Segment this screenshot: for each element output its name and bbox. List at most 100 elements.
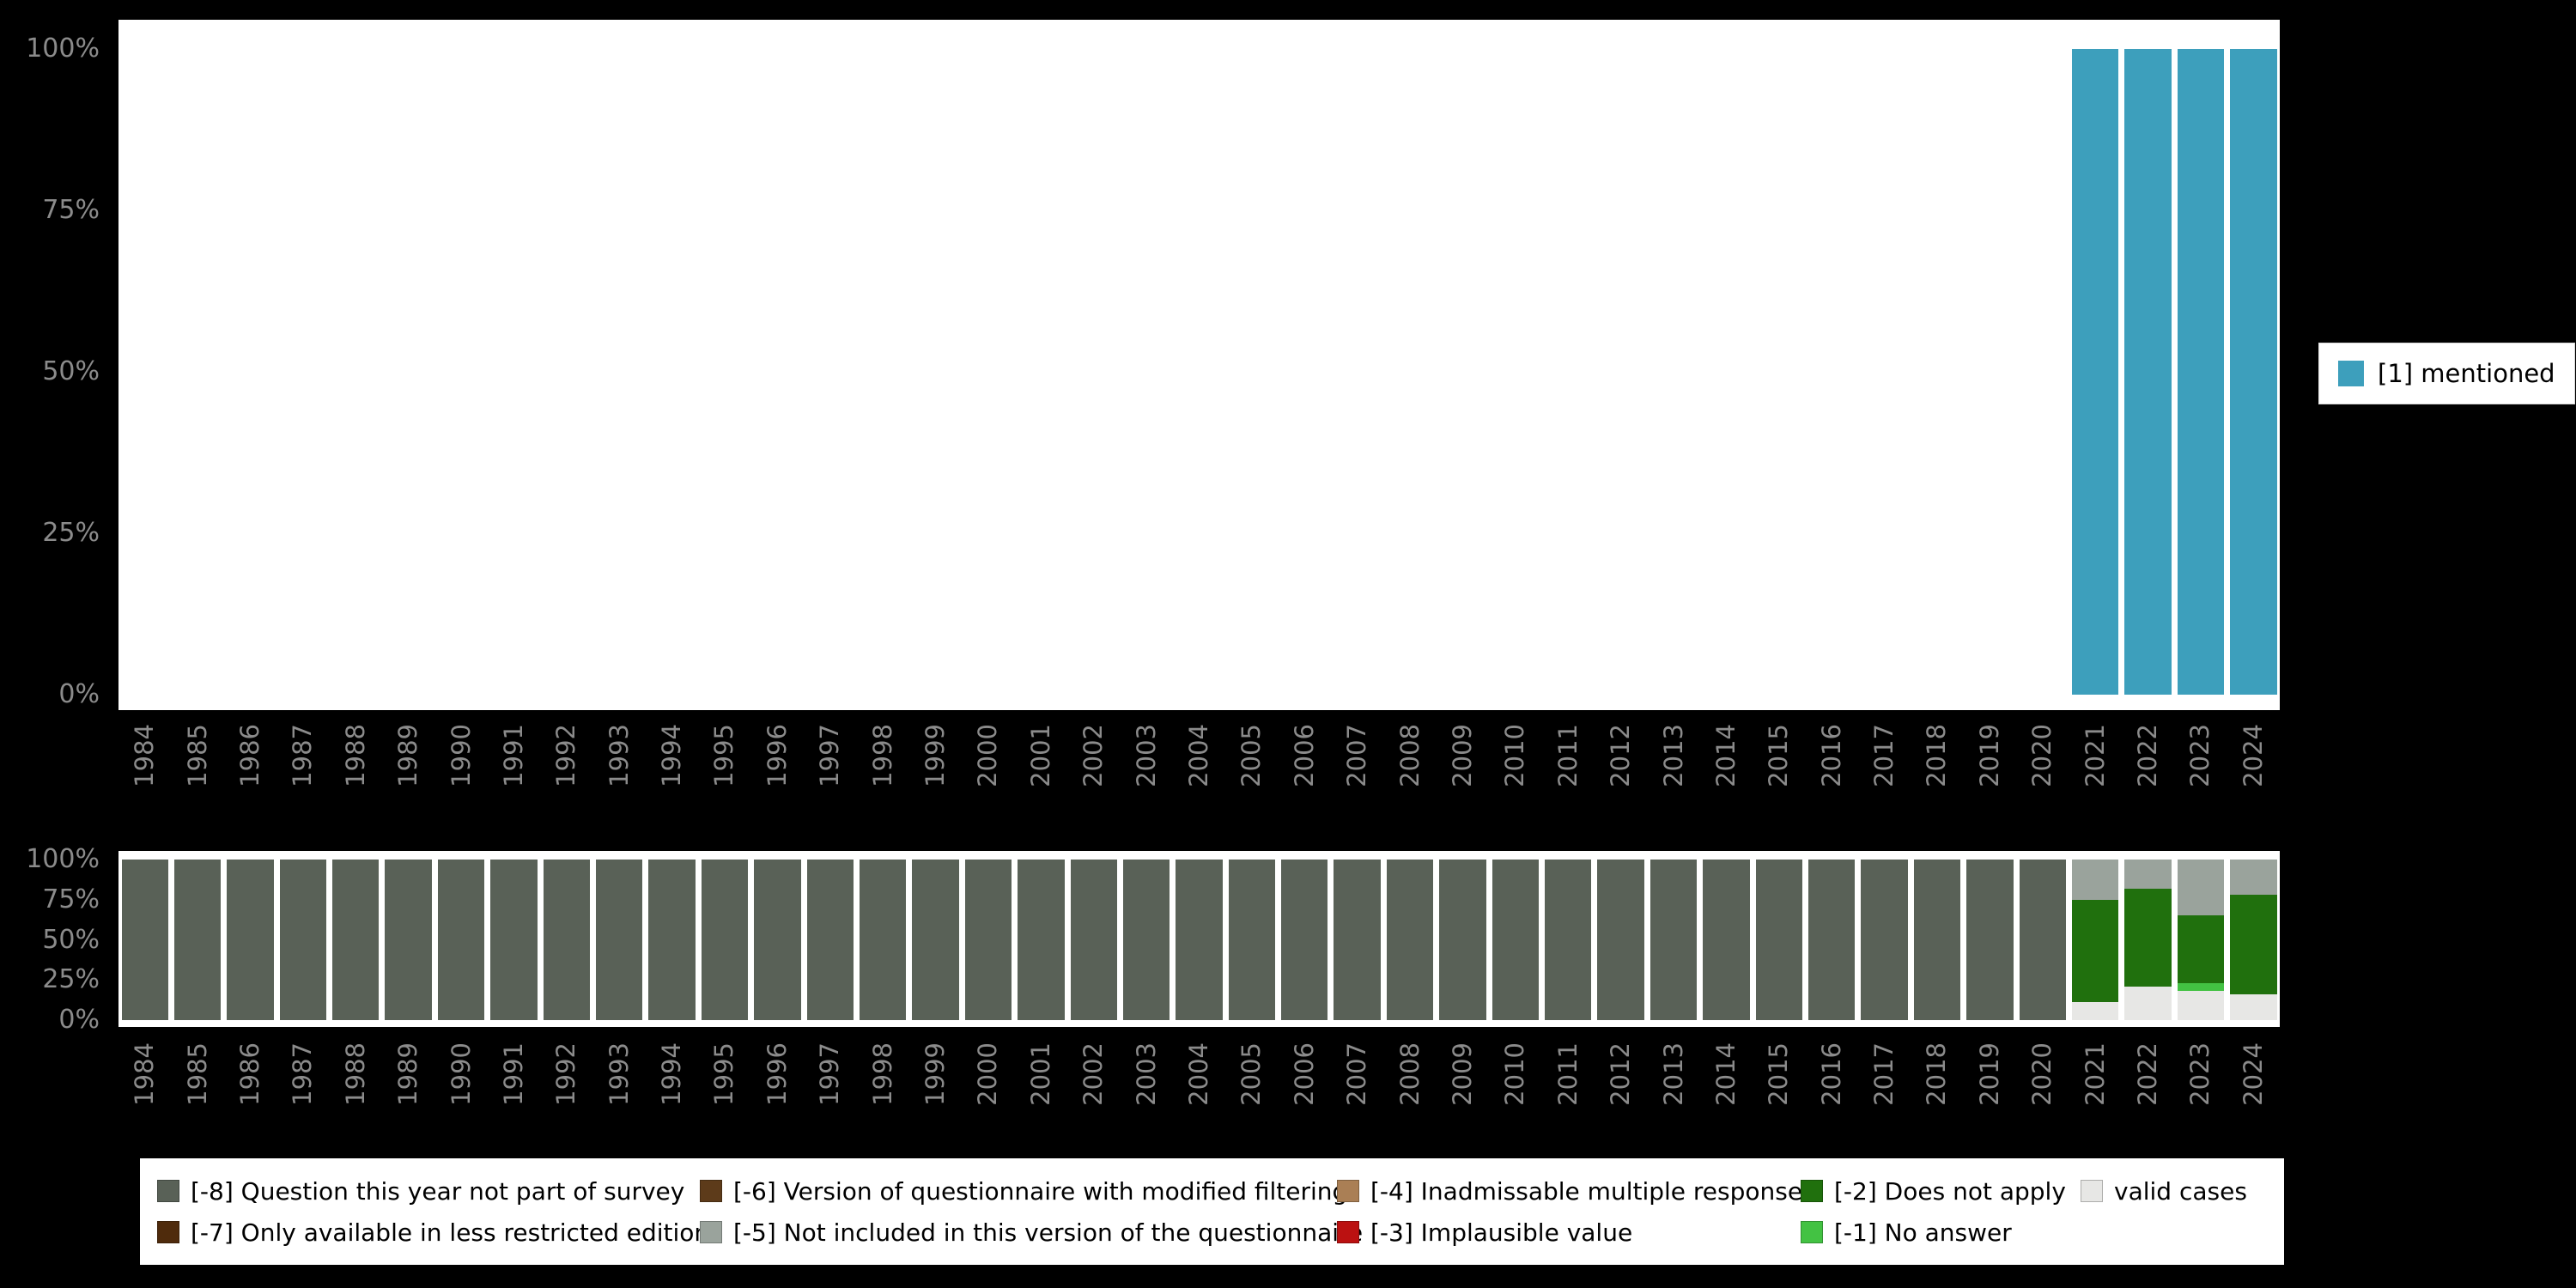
year-slot: 1986 [224, 1037, 276, 1147]
bar-segment [2071, 899, 2119, 1003]
stack-2009 [1439, 860, 1486, 1020]
year-label-1995: 1995 [709, 1042, 739, 1106]
year-label-2022: 2022 [2133, 1042, 2163, 1106]
year-slot: 2018 [1911, 719, 1963, 829]
stack-1989 [385, 860, 432, 1020]
year-label-2010: 2010 [1500, 724, 1530, 787]
stack-1995 [701, 860, 749, 1020]
bar-segment [2177, 991, 2225, 1020]
stack-1994 [648, 860, 696, 1020]
mentioned-swatch-icon [2338, 361, 2364, 386]
stack-2004 [1176, 860, 1223, 1020]
year-label-2002: 2002 [1078, 724, 1109, 787]
year-label-2015: 2015 [1764, 1042, 1794, 1106]
bar-slot-2002 [1067, 49, 1120, 695]
year-slot: 1992 [540, 1037, 592, 1147]
year-slot: 1992 [540, 719, 592, 829]
stack-slot-2001 [1015, 860, 1067, 1020]
year-label-2017: 2017 [1869, 724, 1899, 787]
bar-slot-1992 [540, 49, 592, 695]
stack-2014 [1703, 860, 1750, 1020]
year-label-2006: 2006 [1289, 724, 1319, 787]
bar-segment [1808, 860, 1856, 1020]
stack-2013 [1649, 860, 1698, 1020]
bar-slot-2010 [1489, 49, 1541, 695]
bar-segment [2230, 994, 2277, 1020]
bar-slot-1998 [856, 49, 908, 695]
missing-values-legend: [-8] Question this year not part of surv… [140, 1158, 2284, 1265]
year-slot: 2022 [2122, 1037, 2174, 1147]
top-chart-plot [118, 20, 2280, 710]
year-slot: 2010 [1489, 1037, 1541, 1147]
year-label-1988: 1988 [340, 1042, 370, 1106]
year-slot: 2002 [1067, 719, 1120, 829]
bar-slot-2015 [1753, 49, 1805, 695]
legend-label: [-5] Not included in this version of the… [733, 1218, 1364, 1247]
legend-label: [-3] Implausible value [1370, 1218, 1633, 1247]
missing-values-chart-bars [118, 860, 2280, 1020]
stack-slot-1990 [434, 860, 487, 1020]
mentioned-legend-label: [1] mentioned [2378, 359, 2555, 388]
legend-item-m7: [-7] Only available in less restricted e… [157, 1218, 709, 1247]
year-slot: 2007 [1331, 719, 1383, 829]
bar-2023 [2177, 49, 2225, 695]
stack-slot-2014 [1700, 860, 1753, 1020]
year-slot: 2001 [1015, 1037, 1067, 1147]
stack-2005 [1228, 860, 1276, 1020]
y-tick-50%: 50% [42, 924, 100, 955]
year-slot: 2008 [1383, 1037, 1436, 1147]
top-x-axis: 1984 1985 1986 1987 1988 1989 1990 1991 1992 1993… [118, 719, 2280, 829]
year-slot: 2019 [1964, 1037, 2016, 1147]
m4-swatch-icon [1337, 1180, 1359, 1202]
year-slot: 2004 [1173, 1037, 1225, 1147]
stack-slot-2006 [1279, 860, 1331, 1020]
mentioned-legend: [1] mentioned [2318, 343, 2575, 404]
year-label-1994: 1994 [657, 724, 687, 787]
stack-1997 [806, 860, 854, 1020]
bar-slot-1986 [224, 49, 276, 695]
year-label-2024: 2024 [2238, 1042, 2268, 1106]
year-label-2005: 2005 [1236, 1042, 1267, 1106]
bar-slot-1987 [276, 49, 329, 695]
year-slot: 1988 [330, 1037, 382, 1147]
year-slot: 2002 [1067, 1037, 1120, 1147]
year-label-1995: 1995 [709, 724, 739, 787]
bar-slot-2000 [962, 49, 1014, 695]
year-label-2000: 2000 [973, 1042, 1003, 1106]
stack-2007 [1334, 860, 1381, 1020]
bar-slot-2007 [1331, 49, 1383, 695]
bar-segment [437, 860, 485, 1020]
legend-item-m2: [-2] Does not apply [1801, 1177, 2081, 1206]
year-label-2010: 2010 [1500, 1042, 1530, 1106]
year-label-1999: 1999 [920, 1042, 951, 1106]
year-slot: 1991 [488, 1037, 540, 1147]
bar-segment [2124, 860, 2172, 889]
year-label-2018: 2018 [1922, 1042, 1952, 1106]
bar-segment [2230, 895, 2277, 995]
year-slot: 2009 [1437, 1037, 1489, 1147]
year-slot: 1995 [698, 719, 750, 829]
bar-segment [1755, 860, 1802, 1020]
bar-segment [912, 860, 959, 1020]
bar-segment [1386, 860, 1434, 1020]
bar-segment [1228, 860, 1276, 1020]
bar-segment [2230, 860, 2277, 896]
year-slot: 2022 [2122, 719, 2174, 829]
year-label-1992: 1992 [551, 1042, 581, 1106]
year-slot: 1991 [488, 719, 540, 829]
stack-slot-1987 [276, 860, 329, 1020]
bar-slot-2014 [1700, 49, 1753, 695]
stack-2022 [2124, 860, 2172, 1020]
y-tick-25%: 25% [42, 964, 100, 995]
bar-segment [1281, 860, 1328, 1020]
year-slot: 1999 [909, 1037, 962, 1147]
year-slot: 2005 [1225, 719, 1278, 829]
stack-slot-1985 [171, 860, 223, 1020]
legend-label: valid cases [2114, 1176, 2247, 1206]
year-slot: 1989 [382, 1037, 434, 1147]
year-slot: 2010 [1489, 719, 1541, 829]
year-label-1989: 1989 [393, 724, 423, 787]
missing-values-chart-plot [118, 851, 2280, 1027]
year-slot: 1997 [804, 1037, 856, 1147]
bar-segment [2177, 915, 2225, 983]
